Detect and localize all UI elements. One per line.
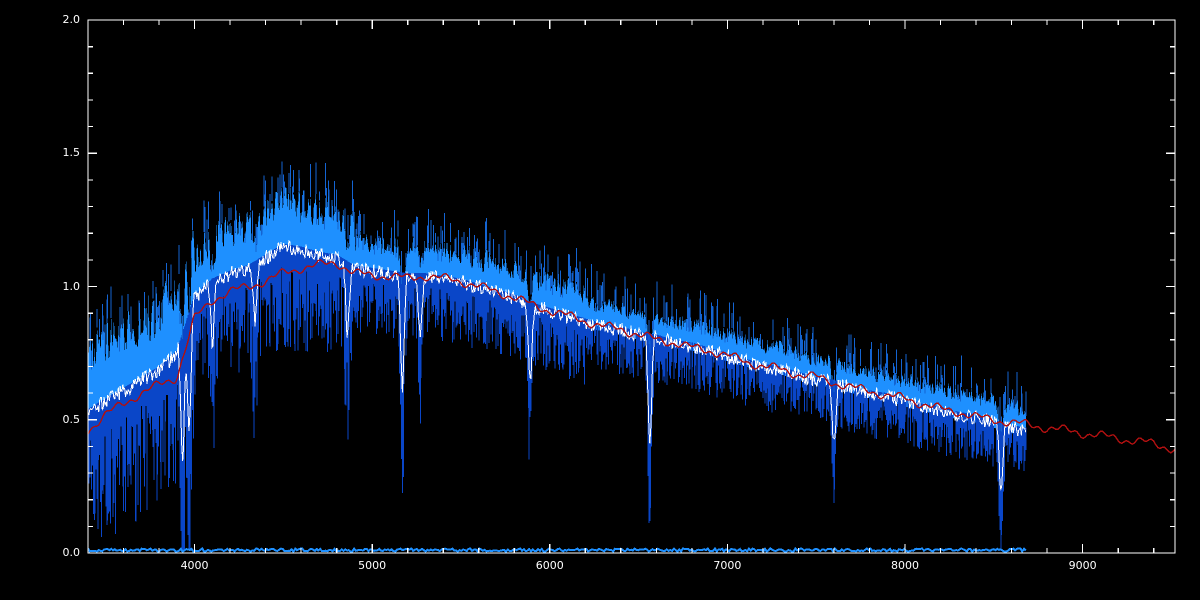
y-tick-label: 0.0 xyxy=(62,546,81,559)
x-tick-label: 5000 xyxy=(358,559,387,572)
y-tick-label: 1.0 xyxy=(62,279,81,293)
x-tick-label: 6000 xyxy=(535,559,564,572)
x-tick-label: 8000 xyxy=(891,559,920,572)
y-tick-label: 2.0 xyxy=(62,13,81,26)
x-tick-label: 4000 xyxy=(180,559,209,572)
model-continuum-line xyxy=(87,259,1176,454)
x-tick-label: 7000 xyxy=(713,559,742,572)
data-series-layer xyxy=(87,161,1176,554)
axes-layer xyxy=(87,19,1176,554)
observed-spectrum-emission-spikes xyxy=(89,161,1027,432)
y-tick-label: 0.5 xyxy=(62,412,81,426)
x-tick-label: 9000 xyxy=(1068,559,1097,572)
y-tick-label: 1.5 xyxy=(62,146,81,160)
